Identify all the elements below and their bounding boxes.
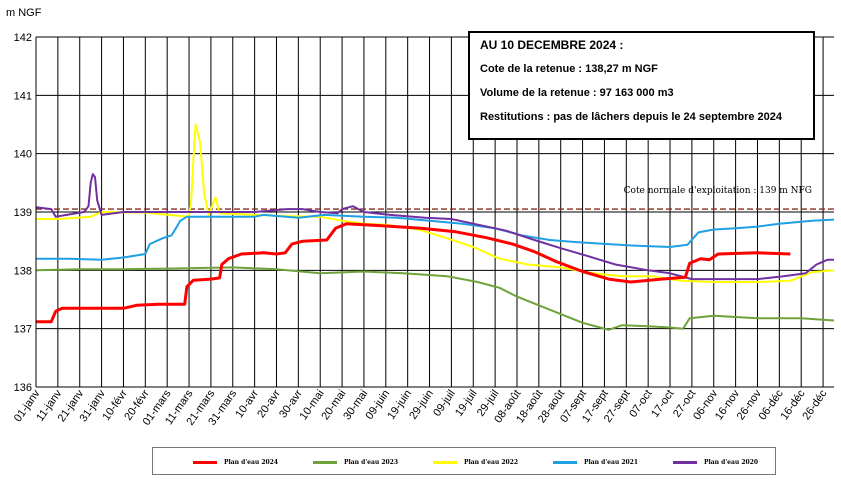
legend-label: Plan d'eau 2023 xyxy=(344,458,399,466)
series-group xyxy=(35,123,835,331)
legend-label: Plan d'eau 2024 xyxy=(224,458,279,466)
y-axis-unit: m NGF xyxy=(6,7,42,19)
legend-item-2021: Plan d'eau 2021 xyxy=(553,457,638,467)
y-tick-label: 138 xyxy=(14,265,32,277)
info-restitutions: Restitutions : pas de lâchers depuis le … xyxy=(480,111,783,123)
legend-label: Plan d'eau 2021 xyxy=(584,458,639,466)
series-line-2021 xyxy=(36,213,835,261)
y-tick-label: 139 xyxy=(14,207,32,219)
y-tick-label: 141 xyxy=(14,90,32,102)
axes xyxy=(35,37,834,388)
info-box: AU 10 DECEMBRE 2024 : Cote de la retenue… xyxy=(468,31,815,140)
legend-item-2022: Plan d'eau 2022 xyxy=(433,457,518,467)
info-volume: Volume de la retenue : 97 163 000 m3 xyxy=(480,87,674,99)
legend-swatch xyxy=(673,460,697,464)
y-tick-label: 140 xyxy=(14,149,32,161)
y-tick-label: 137 xyxy=(14,324,32,336)
x-tick-label: 26-déc xyxy=(800,387,829,422)
x-axis-labels: 01-janv11-janv21-janv31-janv10-févr20-fé… xyxy=(12,387,830,427)
info-cote: Cote de la retenue : 138,27 m NGF xyxy=(480,63,658,75)
y-tick-label: 136 xyxy=(14,382,32,394)
y-axis-labels: 136 137 138 139 140 141 142 xyxy=(14,32,32,394)
legend-swatch xyxy=(553,460,577,464)
x-tick-label: 09-juil xyxy=(431,388,458,419)
legend: Plan d'eau 2024 Plan d'eau 2023 Plan d'e… xyxy=(152,447,776,475)
x-tick-label: 19-juil xyxy=(453,388,480,419)
info-date: AU 10 DECEMBRE 2024 : xyxy=(480,38,624,52)
series-line-2023 xyxy=(35,266,835,331)
reference-line-label: Cote normale d'exploitation : 139 m NFG xyxy=(624,186,812,196)
legend-label: Plan d'eau 2020 xyxy=(704,458,759,466)
legend-item-2023: Plan d'eau 2023 xyxy=(313,457,398,467)
legend-swatch xyxy=(193,460,217,464)
series-line-2024 xyxy=(36,222,791,324)
series-line-2020 xyxy=(35,173,834,281)
legend-swatch xyxy=(433,460,457,464)
series-line-2022 xyxy=(36,123,835,283)
legend-swatch xyxy=(313,460,337,464)
legend-label: Plan d'eau 2022 xyxy=(464,458,519,466)
legend-item-2020: Plan d'eau 2020 xyxy=(673,457,758,467)
y-tick-label: 142 xyxy=(14,32,32,44)
legend-item-2024: Plan d'eau 2024 xyxy=(193,457,278,467)
